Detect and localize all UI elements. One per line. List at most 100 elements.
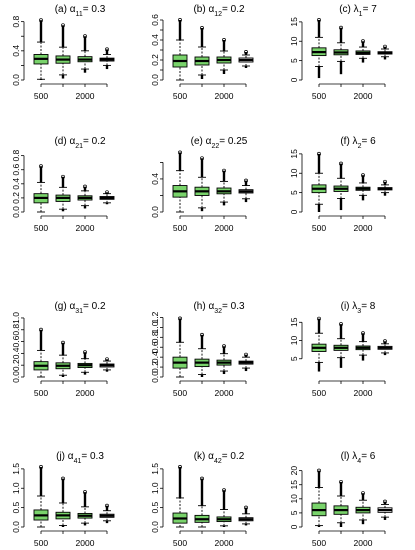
box-5000 [99,357,115,372]
outlier-point [361,331,365,336]
panel-h: (h) α32= 0.3 0.00.20.40.60.81.01.2 500 2000 [150,301,254,398]
outlier-point [83,350,87,355]
outlier-point [178,150,182,155]
outlier-point [383,339,387,344]
outlier-point [39,464,43,469]
box-500 [311,468,327,527]
x-tick-label: 500 [312,388,326,398]
outlier-point [39,164,43,169]
box-500 [172,150,188,213]
outlier-point [83,184,87,189]
y-tick-label: 0.4 [150,351,160,363]
outlier-point [361,491,365,496]
box-2000 [77,184,93,209]
y-tick-label: 0.0 [11,74,21,86]
y-tick-label: 0.4 [11,178,21,190]
y-tick-label: 1.0 [11,312,21,324]
panel-k: (k) α42= 0.2 0.0 0.5 1.0 1.5 500 2000 [150,451,254,548]
outlier-point [244,178,248,183]
y-tick-label: 0 [289,524,299,529]
outlier-point [83,34,87,39]
box-1000 [55,174,71,212]
y-tick-label: 0.6 [11,164,21,176]
y-tick-label: 15 [289,317,299,327]
y-tick-label: 0.6 [11,335,21,347]
outlier-point [200,26,204,30]
box-5000 [377,339,393,356]
outlier-point [317,468,321,473]
box-5000 [99,190,115,205]
y-tick-label: 10 [289,336,299,346]
outlier-point [178,464,182,469]
box-1000 [194,26,210,79]
box-2000 [77,350,93,375]
panel-title: (e) α22= 0.25 [191,136,248,150]
y-tick-label: 0.0 [11,371,21,383]
y-tick-label: 15 [289,17,299,27]
y-tick-label: 0.0 [150,206,160,218]
outlier-point [61,476,65,481]
outlier-point [317,151,321,156]
y-tick-label: 0.4 [11,45,21,57]
y-tick-label: 10 [289,36,299,46]
box-2000 [355,173,371,201]
y-tick-label: 0 [289,209,299,214]
x-tick-label: 500 [34,388,48,398]
box-5000 [99,503,115,524]
box-500 [311,151,327,212]
outlier-point [200,332,204,337]
y-tick-label: 0.2 [11,359,21,371]
box-5000 [238,50,254,68]
x-tick-label: 2000 [354,388,373,398]
x-tick-label: 2000 [215,223,234,233]
panel-c: (c) λ1= 7 0 5 10 15 500 2000 [289,4,393,101]
outlier-point [61,174,65,179]
x-tick-label: 500 [173,91,187,101]
y-tick-label: 0.2 [150,361,160,373]
y-tick-label: 1.0 [150,482,160,494]
box-1000 [55,340,71,377]
y-tick-label: 0.8 [11,15,21,27]
box-500 [172,18,188,81]
y-tick-label: 10 [289,168,299,178]
box-500 [172,316,188,378]
x-tick-label: 2000 [76,91,95,101]
y-tick-label: 0.2 [11,192,21,204]
panel-title: (l) λ4= 6 [341,451,376,465]
y-tick-label: 0.8 [11,324,21,336]
x-tick-label: 500 [173,223,187,233]
outlier-point [244,505,248,510]
outlier-point [244,352,248,357]
panel-title: (d) α21= 0.2 [54,136,106,150]
box-1000 [333,25,349,75]
y-tick-label: 0.8 [150,331,160,343]
box-2000 [355,39,371,63]
panel-d: (d) α21= 0.2 0.0 0.2 0.4 0.6 0.8 500 2000 [11,136,115,233]
box-2000 [355,331,371,361]
box-1000 [333,322,349,368]
y-tick-label: 5 [289,190,299,195]
outlier-point [317,316,321,321]
box-2000 [216,168,232,206]
y-tick-label: 0.4 [150,173,160,185]
box-5000 [377,44,393,60]
box-2000 [216,488,232,527]
box-500 [172,464,188,528]
box-1000 [194,476,210,528]
panel-title: (k) α42= 0.2 [194,451,245,465]
y-tick-label: 10 [289,494,299,504]
panel-e: (e) α22= 0.25 0.0 0.4 500 2000 [150,136,254,233]
box-1000 [55,23,71,79]
box-2000 [216,38,232,74]
y-tick-label: 1.2 [150,311,160,323]
y-tick-label: 0.5 [150,501,160,513]
x-tick-label: 500 [34,223,48,233]
y-tick-label: 0.0 [11,206,21,218]
outlier-point [83,490,87,495]
x-tick-label: 2000 [215,538,234,548]
box-500 [33,464,49,528]
panel-title: (a) α11= 0.3 [55,4,106,18]
box-5000 [377,179,393,196]
y-tick-label: 0.6 [150,341,160,353]
panel-f: (f) λ2= 6 0 5 10 15 500 2000 [289,136,393,233]
